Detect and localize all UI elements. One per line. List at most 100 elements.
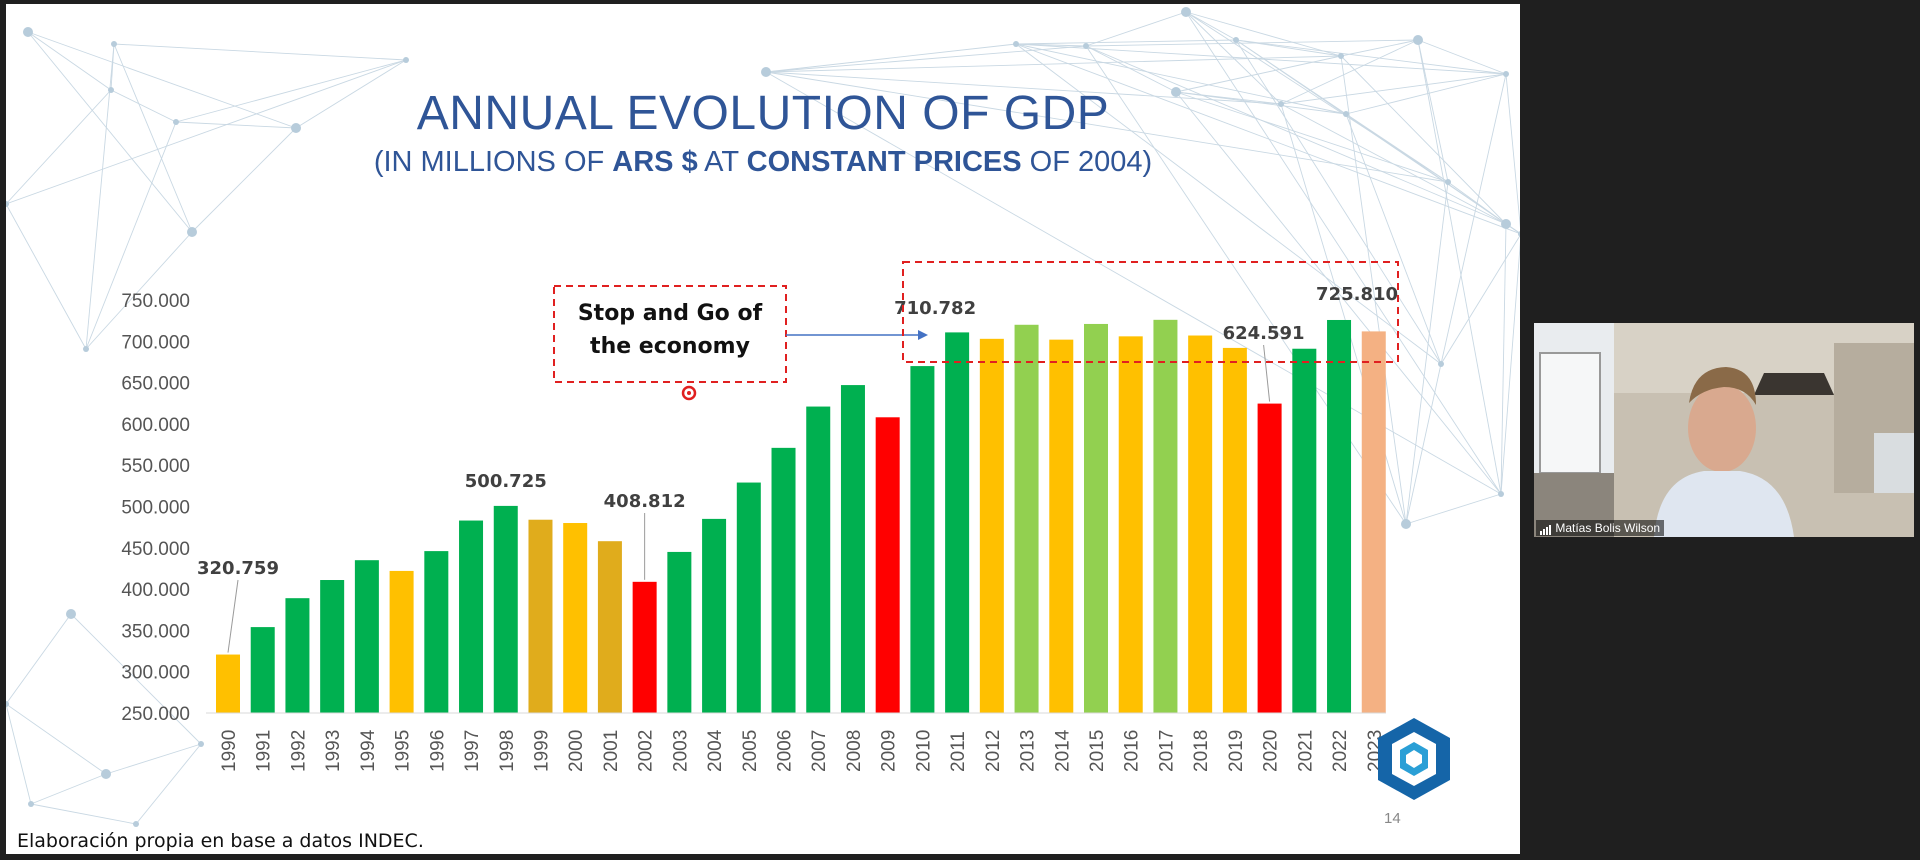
stop-and-go-highlight-box [902,261,1399,363]
y-tick-label: 250.000 [121,704,190,725]
bar-2017 [1153,319,1178,713]
bar-1990 [216,654,240,713]
bar-1996 [424,551,449,713]
callout-text-line1: Stop and Go of [578,301,763,326]
x-tick-label-2015: 2015 [1087,730,1108,772]
y-tick-label: 400.000 [121,580,190,601]
network-cluster [6,609,204,827]
bar-2012 [979,338,1004,713]
x-tick-label-2019: 2019 [1226,730,1247,772]
leader-line-1990 [227,579,239,653]
y-tick-label: 500.000 [121,498,190,519]
network-cluster [6,27,409,352]
x-tick-label-2018: 2018 [1191,730,1212,772]
participant-shirt [1654,471,1794,537]
bar-2000 [563,523,588,713]
y-tick-label: 650.000 [121,374,190,395]
x-tick-label-1999: 1999 [531,730,552,772]
bar-1991 [250,627,275,713]
bar-2002 [632,581,657,713]
slide-page-number: 14 [1384,810,1401,827]
data-label-2020: 624.591 [1223,323,1305,344]
x-tick-label-2004: 2004 [705,729,726,772]
bar-2011 [945,332,970,713]
laser-pointer-center [687,391,691,395]
bar-2007 [806,406,831,713]
x-tick-label-2017: 2017 [1156,730,1177,772]
x-tick-label-1998: 1998 [497,730,518,772]
x-tick-label-1995: 1995 [393,730,414,772]
slide-subtitle: (IN MILLIONS OF ARS $ AT CONSTANT PRICES… [6,146,1520,179]
bar-2008 [840,385,865,713]
bar-2020 [1257,403,1282,713]
bar-2016 [1118,336,1143,713]
x-tick-label-2020: 2020 [1261,730,1282,772]
laser-pointer-dot [681,385,697,401]
x-tick-label-2013: 2013 [1018,730,1039,772]
x-tick-label-2005: 2005 [740,730,761,772]
subtitle-constant-prices: CONSTANT PRICES [746,146,1022,178]
bar-1997 [459,520,484,713]
source-note: Elaboración propia en base a datos INDEC… [17,830,424,852]
bar-1998 [493,505,518,713]
data-labels: 320.759 500.725 408.812 710.782 624.591 725.8… [197,284,1398,653]
bar-2015 [1084,323,1108,713]
y-tick-label: 450.000 [121,539,190,560]
y-tick-label: 350.000 [121,621,190,642]
y-tick-label: 700.000 [121,332,190,353]
stop-and-go-callout: Stop and Go of the economy [553,261,1399,401]
x-tick-label-2008: 2008 [844,730,865,772]
x-tick-label-2007: 2007 [809,730,830,772]
callout-arrow-head [918,330,928,340]
x-tick-label-1993: 1993 [323,730,344,772]
bar-2021 [1292,348,1317,713]
bar-1992 [285,598,310,713]
x-tick-label-1996: 1996 [427,730,448,772]
y-tick-label: 550.000 [121,456,190,477]
x-tick-label-2022: 2022 [1330,730,1351,772]
slide-title: ANNUAL EVOLUTION OF GDP [416,87,1110,140]
participant-face [1688,384,1756,472]
subtitle-currency: ARS $ [612,146,698,178]
participant-name: Matías Bolis Wilson [1555,521,1661,535]
bar-1999 [528,519,553,713]
bar-2005 [736,482,761,713]
x-tick-label-1992: 1992 [288,730,309,772]
x-tick-label-1991: 1991 [254,730,275,772]
x-tick-label-2016: 2016 [1122,730,1143,772]
data-label-2002: 408.812 [604,491,686,512]
x-tick-label-2001: 2001 [601,730,622,772]
data-label-2011: 710.782 [894,298,976,319]
bar-2022 [1327,319,1352,713]
participant-name-label: Matías Bolis Wilson [1536,520,1665,536]
participant-video-tile[interactable]: Matías Bolis Wilson [1534,323,1914,537]
x-tick-label-2014: 2014 [1052,729,1073,772]
subtitle-part: AT [697,146,747,178]
leader-line-2020 [1263,344,1271,402]
bar-2018 [1188,335,1213,713]
gdp-bar-chart: 250.000 300.000 350.000 400.000 450.000 500.0… [121,261,1399,772]
data-label-1998: 500.725 [465,471,547,492]
subtitle-part: (IN MILLIONS OF [373,146,613,178]
y-tick-label: 300.000 [121,663,190,684]
x-tick-label-2011: 2011 [948,731,969,772]
callout-text-line2: the economy [590,334,750,359]
bar-2003 [667,551,692,713]
x-tick-label-2012: 2012 [983,730,1004,772]
x-tick-label-2010: 2010 [913,730,934,772]
bar-2006 [771,447,796,713]
participant-video-frame [1534,323,1914,537]
bar-1995 [389,570,414,713]
company-logo [1378,718,1450,800]
y-tick-label: 750.000 [121,291,190,312]
bar-2019 [1222,347,1247,713]
x-tick-label-2021: 2021 [1295,730,1316,772]
x-tick-label-2003: 2003 [670,730,691,772]
presentation-slide: ANNUAL EVOLUTION OF GDP (IN MILLIONS OF … [6,4,1520,854]
x-tick-label-2000: 2000 [566,730,587,772]
bar-2023 [1361,331,1386,713]
bar-2009 [875,417,900,713]
x-tick-label-2002: 2002 [636,730,657,772]
bar-1994 [354,560,379,713]
data-label-2022: 725.810 [1316,284,1398,305]
